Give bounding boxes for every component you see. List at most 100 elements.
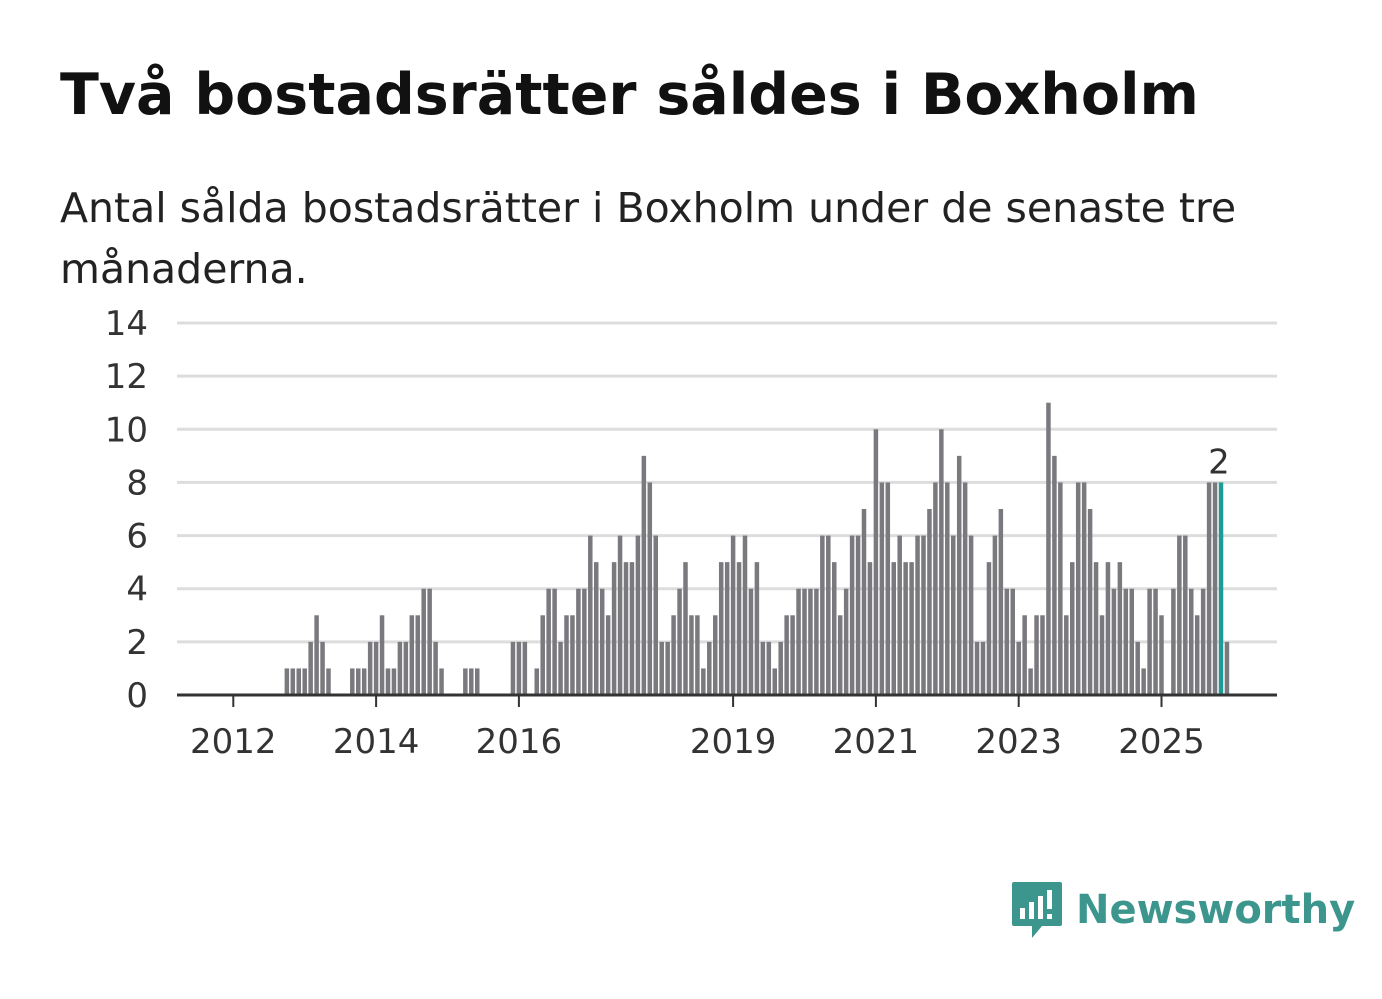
bar (1052, 455, 1057, 695)
bar (677, 588, 682, 695)
bar (397, 641, 403, 695)
y-tick-label: 14 (105, 304, 148, 344)
bar (308, 641, 313, 695)
bar (1177, 535, 1182, 695)
bar (855, 535, 861, 695)
bar (570, 615, 575, 695)
bar (903, 562, 908, 695)
newsworthy-logo: Newsworthy (1010, 880, 1355, 940)
bar (576, 588, 581, 695)
labels: 0 2 4 6 8 10 12 14 2012 2014 2016 2019 2021 2023 2025 2 (105, 304, 1234, 762)
y-tick-label: 8 (126, 463, 148, 503)
bar (635, 535, 641, 695)
bar (956, 455, 962, 695)
bar (427, 588, 432, 695)
bar (1224, 641, 1230, 695)
bar (1081, 482, 1087, 695)
bar (927, 509, 932, 695)
bar (742, 535, 748, 695)
bar (582, 588, 587, 695)
y-tick-label: 12 (105, 357, 148, 397)
bar (516, 641, 522, 695)
bar (843, 588, 849, 695)
bar (1105, 562, 1111, 695)
bar (1022, 615, 1027, 695)
bar (802, 588, 807, 695)
bar (1117, 562, 1123, 695)
bar (921, 535, 926, 695)
bar (391, 668, 397, 695)
bar (766, 641, 772, 695)
bar (897, 535, 902, 695)
bar (629, 562, 635, 695)
bar (837, 615, 843, 695)
bar (653, 535, 658, 695)
bar (350, 668, 355, 695)
bar (641, 455, 647, 695)
bar (611, 562, 617, 695)
bar (760, 641, 766, 695)
bar (826, 535, 831, 695)
bar (962, 482, 968, 695)
data-label: 2 (1208, 442, 1230, 482)
bar (314, 615, 319, 695)
bar (784, 615, 789, 695)
data-label-halo (1204, 447, 1234, 478)
bar (302, 668, 307, 695)
bar (713, 615, 718, 695)
bar (290, 668, 296, 695)
bar (671, 615, 676, 695)
bar (1206, 482, 1212, 695)
bar (1004, 588, 1010, 695)
bar (415, 615, 420, 695)
bar (730, 535, 736, 695)
bar (778, 641, 783, 695)
bar (790, 615, 795, 695)
bar (724, 562, 730, 695)
bar (1075, 482, 1081, 695)
highlight-bar (1218, 482, 1224, 695)
bar (1093, 562, 1099, 695)
bar (772, 668, 777, 695)
bar (974, 641, 980, 695)
bar (361, 668, 367, 695)
bar (1171, 588, 1176, 695)
x-tick-label: 2025 (1118, 722, 1205, 762)
bar (1070, 562, 1075, 695)
bar (552, 588, 557, 695)
bar (945, 482, 950, 695)
bar (915, 535, 920, 695)
bar (510, 641, 516, 695)
bar (356, 668, 361, 695)
bar (689, 615, 694, 695)
bar (748, 588, 754, 695)
bar (1064, 615, 1069, 695)
bar (814, 588, 819, 695)
x-tick-label: 2012 (190, 722, 277, 762)
bar (379, 615, 385, 695)
bar (867, 562, 873, 695)
bar (659, 641, 664, 695)
bar (873, 429, 879, 695)
x-tick-label: 2019 (690, 722, 777, 762)
bar (1159, 615, 1164, 695)
bar (373, 641, 379, 695)
bar (796, 588, 801, 695)
bar (1058, 482, 1063, 695)
bar (1183, 535, 1188, 695)
bar (367, 641, 373, 695)
y-tick-label: 10 (105, 410, 148, 450)
bar (707, 641, 712, 695)
bar (951, 535, 956, 695)
bar (909, 562, 914, 695)
bar (968, 535, 974, 695)
bar (540, 615, 545, 695)
chart-title: Två bostadsrätter såldes i Boxholm (60, 62, 1199, 128)
bar (564, 615, 569, 695)
bar (409, 615, 415, 695)
bar (754, 562, 760, 695)
bar (683, 562, 688, 695)
bar (832, 562, 837, 695)
x-tick-label: 2014 (333, 722, 420, 762)
bar (808, 588, 813, 695)
